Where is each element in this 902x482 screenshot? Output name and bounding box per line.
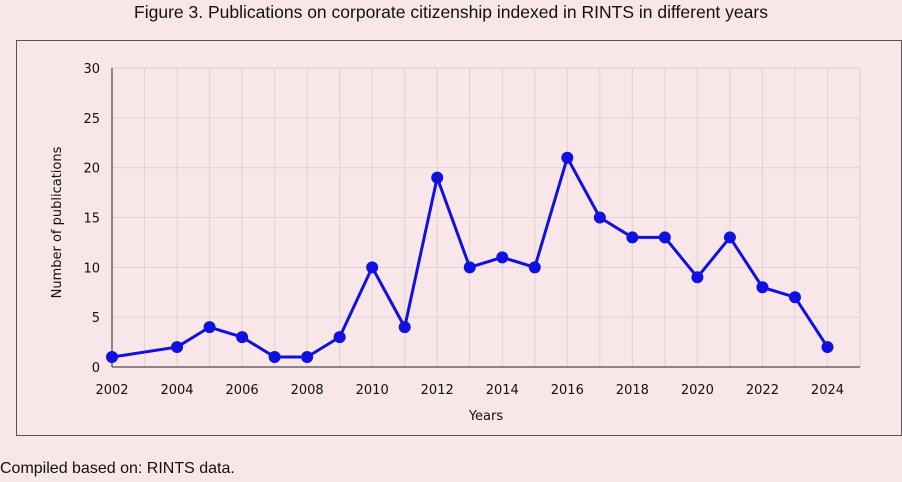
data-point-2010 — [366, 261, 379, 274]
data-point-2024 — [821, 341, 834, 354]
data-point-2012 — [431, 171, 444, 184]
data-point-2014 — [496, 251, 509, 264]
y-tick-label-6: 30 — [83, 62, 100, 77]
data-point-2016 — [561, 151, 574, 164]
data-point-2018 — [626, 231, 639, 244]
data-point-2005 — [203, 321, 216, 334]
data-point-2006 — [236, 331, 249, 344]
x-tick-label-10: 2022 — [746, 383, 779, 398]
data-point-2020 — [691, 271, 704, 284]
series-line-0 — [111, 156, 829, 359]
x-tick-label-7: 2016 — [551, 383, 584, 398]
data-point-2017 — [593, 211, 606, 224]
x-tick-label-11: 2024 — [811, 383, 844, 398]
y-tick-label-5: 25 — [83, 112, 100, 127]
y-tick-label-2: 10 — [83, 261, 100, 276]
x-tick-label-9: 2020 — [681, 383, 714, 398]
x-tick-label-4: 2010 — [356, 383, 389, 398]
line-chart: 0 5 10 15 20 25 30 2002 2004 2006 2008 2010 2012 2014… — [50, 62, 861, 424]
data-point-2008 — [301, 351, 314, 364]
data-point-2015 — [528, 261, 541, 274]
x-tick-label-6: 2014 — [486, 383, 519, 398]
tick-labels: 0 5 10 15 20 25 30 2002 2004 2006 2008 2010 2012 2014… — [83, 62, 844, 398]
x-tick-label-1: 2004 — [160, 383, 193, 398]
y-axis-title: Number of publications — [50, 146, 65, 298]
series — [106, 151, 834, 364]
x-tick-label-2: 2006 — [226, 383, 259, 398]
axes — [111, 68, 860, 368]
gridlines — [112, 67, 861, 367]
data-point-2023 — [788, 291, 801, 304]
data-point-2011 — [398, 321, 411, 334]
figure-title: Figure 3. Publications on corporate citi… — [134, 2, 768, 22]
data-point-2013 — [463, 261, 476, 274]
y-tick-label-0: 0 — [92, 361, 100, 376]
y-tick-label-4: 20 — [83, 162, 100, 177]
data-point-2021 — [723, 231, 736, 244]
x-tick-label-8: 2018 — [616, 383, 649, 398]
y-tick-label-3: 15 — [83, 212, 100, 227]
data-point-2002 — [106, 351, 118, 364]
data-point-2009 — [333, 331, 346, 344]
data-point-2022 — [756, 281, 769, 294]
x-axis-title: Years — [468, 409, 504, 424]
source-caption: Compiled based on: RINTS data. — [0, 460, 235, 477]
data-point-2019 — [658, 231, 671, 244]
data-point-2007 — [268, 351, 281, 364]
x-tick-label-3: 2008 — [291, 383, 324, 398]
data-point-2004 — [171, 341, 184, 354]
y-tick-label-1: 5 — [92, 311, 100, 326]
x-tick-label-0: 2002 — [95, 383, 128, 398]
x-tick-label-5: 2012 — [421, 383, 454, 398]
